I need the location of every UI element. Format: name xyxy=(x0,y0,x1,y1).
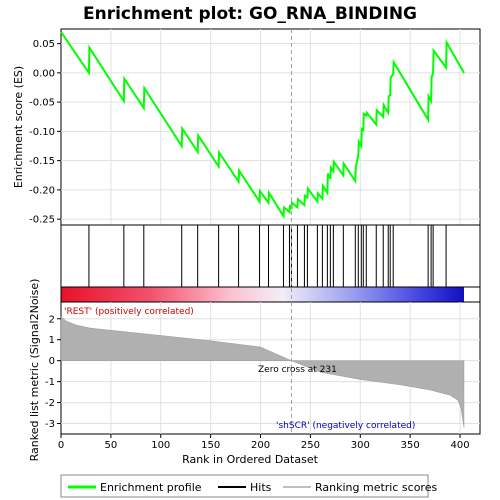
chart-title: Enrichment plot: GO_RNA_BINDING xyxy=(83,4,417,24)
hits-panel-frame xyxy=(60,224,481,288)
legend: Enrichment profile Hits Ranking metric s… xyxy=(60,474,437,498)
x-tick-label: 50 xyxy=(105,440,118,451)
es-panel: 0.05 0.00 -0.05 -0.10 -0.15 -0.20 -0.25 xyxy=(29,28,481,226)
zero-cross-label: Zero cross at 231 xyxy=(258,365,337,375)
metric-tick-label: 1 xyxy=(49,335,55,346)
x-axis: 0 50 100 150 200 250 300 350 400 xyxy=(58,434,470,451)
es-tick-label: -0.15 xyxy=(29,156,55,167)
legend-ranking-label: Ranking metric scores xyxy=(315,481,437,494)
x-tick-label: 400 xyxy=(451,440,470,451)
x-tick-label: 300 xyxy=(351,440,370,451)
metric-tick-label: 0 xyxy=(49,356,55,367)
metric-panel: 2 1 0 -1 -2 -3 'REST' (positively correlated)… xyxy=(45,29,481,435)
enrichment-profile-line xyxy=(60,31,465,220)
rank-color-bar xyxy=(60,286,481,303)
es-gridlines xyxy=(61,29,480,225)
rank-colorbar-fill xyxy=(61,287,464,302)
es-y-axis: 0.05 0.00 -0.05 -0.10 -0.15 -0.20 -0.25 xyxy=(29,39,61,226)
hits-panel xyxy=(60,224,481,288)
x-tick-label: 200 xyxy=(251,440,270,451)
es-tick-label: 0.05 xyxy=(33,39,55,50)
es-tick-label: 0.00 xyxy=(33,68,55,79)
x-tick-label: 100 xyxy=(151,440,170,451)
hit-markers xyxy=(88,225,447,287)
x-axis-label: Rank in Ordered Dataset xyxy=(182,453,319,466)
x-tick-label: 150 xyxy=(201,440,220,451)
ranking-metric-area xyxy=(60,316,465,428)
metric-tick-label: -2 xyxy=(45,398,55,409)
metric-y-axis: 2 1 0 -1 -2 -3 xyxy=(45,314,61,430)
metric-tick-label: -1 xyxy=(45,377,55,388)
es-y-axis-label: Enrichment score (ES) xyxy=(12,66,25,188)
legend-enrichment-label: Enrichment profile xyxy=(100,481,202,494)
x-tick-label: 350 xyxy=(401,440,420,451)
es-tick-label: -0.25 xyxy=(29,215,55,226)
legend-hits-label: Hits xyxy=(250,481,272,494)
metric-y-axis-label: Ranked list metric (Signal2Noise) xyxy=(28,279,41,462)
x-tick-label: 0 xyxy=(58,440,64,451)
es-tick-label: -0.05 xyxy=(29,98,55,109)
es-tick-label: -0.10 xyxy=(29,127,55,138)
metric-tick-label: -3 xyxy=(45,419,55,430)
x-tick-label: 250 xyxy=(301,440,320,451)
positive-correlation-label: 'REST' (positively correlated) xyxy=(64,307,194,317)
negative-correlation-label: 'shSCR' (negatively correlated) xyxy=(276,421,415,431)
es-tick-label: -0.20 xyxy=(29,185,55,196)
metric-tick-label: 2 xyxy=(49,314,55,325)
